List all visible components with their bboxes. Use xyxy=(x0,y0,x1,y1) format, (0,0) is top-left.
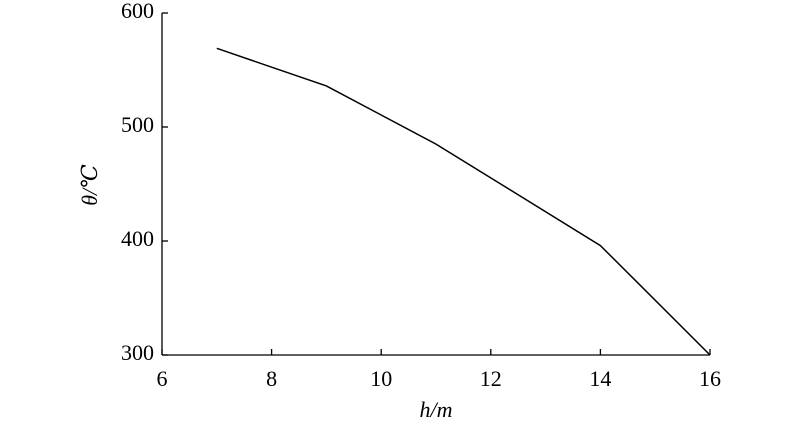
y-tick-label: 300 xyxy=(121,340,154,365)
line xyxy=(216,47,711,356)
y-axis-label: θ/℃ xyxy=(77,164,102,206)
x-tick-label: 14 xyxy=(589,366,611,391)
y-tick-label: 600 xyxy=(121,0,154,23)
x-tick-label: 8 xyxy=(266,366,277,391)
x-tick-label: 16 xyxy=(699,366,721,391)
y-tick-label: 400 xyxy=(121,226,154,251)
x-tick-label: 12 xyxy=(480,366,502,391)
y-tick-label: 500 xyxy=(121,112,154,137)
x-tick-label: 6 xyxy=(157,366,168,391)
x-axis-label: h/m xyxy=(420,397,453,422)
x-tick-label: 10 xyxy=(370,366,392,391)
